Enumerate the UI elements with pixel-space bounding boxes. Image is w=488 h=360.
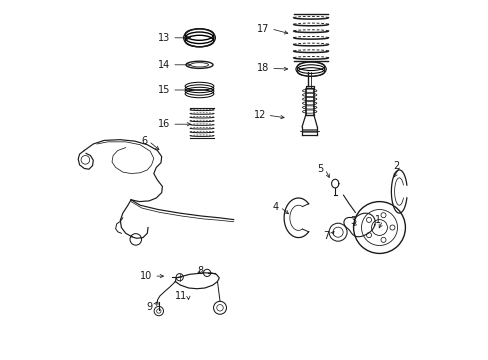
Text: 7: 7: [322, 231, 328, 241]
Text: 13: 13: [158, 33, 170, 43]
Text: 3: 3: [349, 216, 355, 226]
Text: 16: 16: [158, 119, 170, 129]
Text: 5: 5: [317, 164, 323, 174]
Text: 8: 8: [197, 266, 203, 276]
Text: 15: 15: [158, 85, 170, 95]
Text: 9: 9: [146, 302, 152, 312]
Text: 12: 12: [253, 110, 265, 120]
Text: 11: 11: [174, 291, 186, 301]
Text: 1: 1: [374, 215, 381, 225]
Text: 2: 2: [392, 161, 399, 171]
Text: 4: 4: [272, 202, 278, 212]
Text: 17: 17: [257, 24, 269, 34]
Text: 14: 14: [158, 60, 170, 70]
Text: 10: 10: [140, 271, 152, 281]
Text: 6: 6: [141, 136, 147, 146]
Text: 18: 18: [257, 63, 269, 73]
